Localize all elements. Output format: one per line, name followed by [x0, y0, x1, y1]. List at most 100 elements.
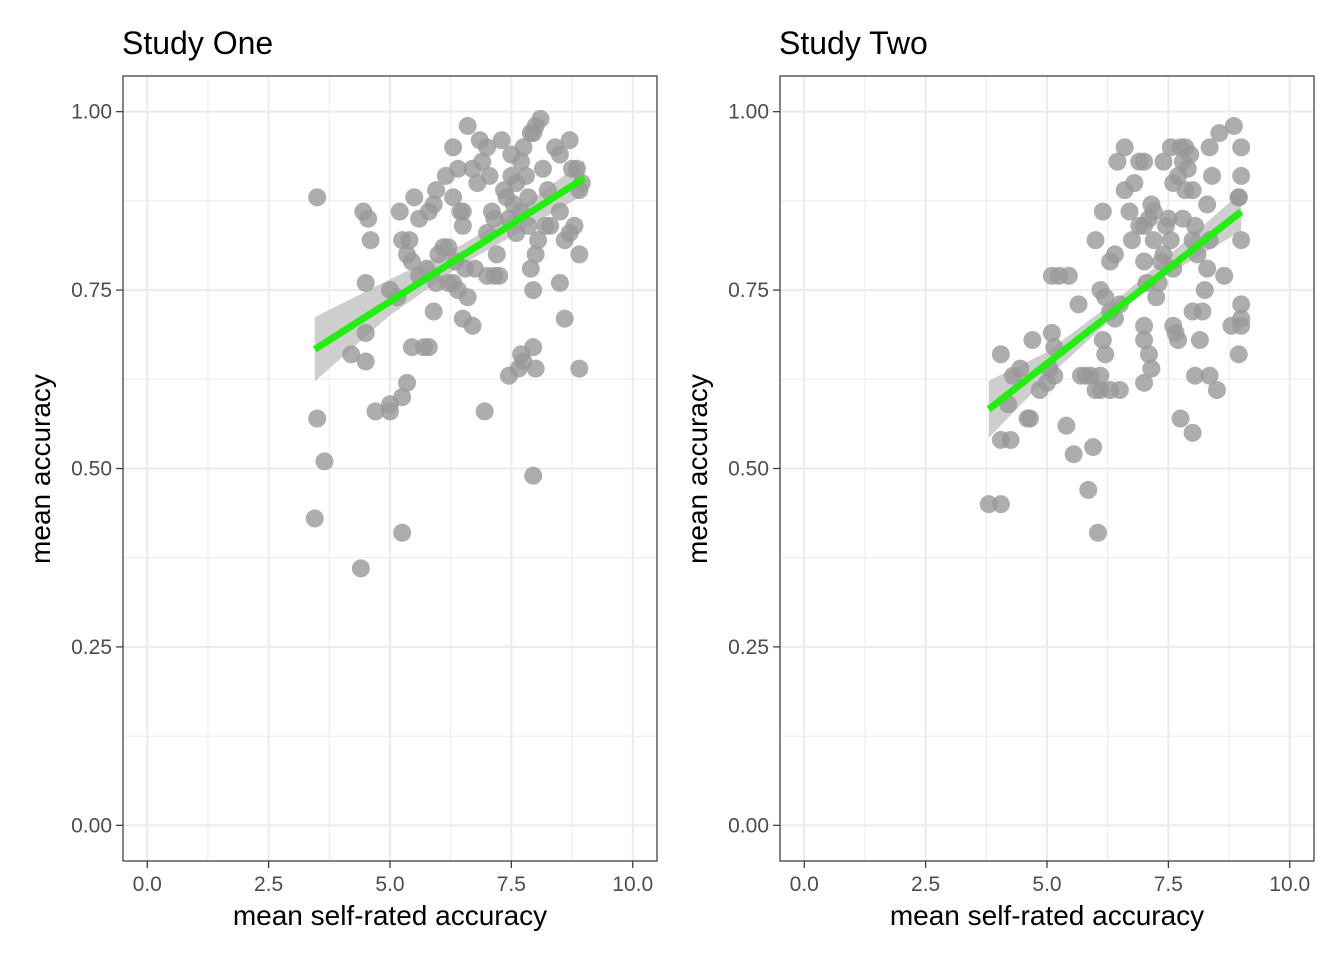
- data-point: [1135, 373, 1154, 392]
- data-point: [1154, 245, 1173, 264]
- x-tick-label: 10.0: [1269, 873, 1310, 896]
- data-point: [1023, 331, 1042, 350]
- data-point: [991, 495, 1010, 514]
- data-point: [519, 188, 538, 207]
- data-point: [1135, 316, 1154, 335]
- data-point: [453, 202, 472, 221]
- data-point: [402, 252, 421, 271]
- data-point: [1096, 288, 1115, 307]
- data-point: [533, 159, 552, 178]
- data-point: [1232, 138, 1251, 157]
- data-point: [550, 145, 569, 164]
- data-point: [308, 409, 327, 428]
- x-axis-title: mean self-rated accuracy: [233, 900, 547, 931]
- data-point: [492, 131, 511, 150]
- data-point: [521, 259, 540, 278]
- data-point: [1232, 231, 1251, 250]
- y-tick-label: 0.00: [728, 814, 769, 837]
- data-point: [1120, 202, 1139, 221]
- data-point: [1110, 381, 1129, 399]
- y-axis-ticks: 0.00 0.25 0.50 0.75 1.00: [71, 101, 123, 837]
- x-axis-title: mean self-rated accuracy: [890, 900, 1204, 931]
- data-point: [567, 159, 586, 178]
- data-point: [499, 366, 518, 385]
- data-point: [1135, 331, 1154, 350]
- data-point: [356, 323, 375, 342]
- data-point: [361, 231, 380, 250]
- data-point: [405, 188, 424, 207]
- data-point: [1147, 288, 1166, 307]
- y-tick-label: 0.75: [71, 279, 112, 302]
- data-point: [1057, 416, 1076, 435]
- points-layer: [979, 116, 1251, 542]
- data-point: [1142, 359, 1161, 378]
- x-tick-label: 0.0: [133, 873, 162, 896]
- data-point: [1195, 281, 1214, 300]
- x-axis-ticks: 0.0 2.5 5.0 7.5 10.0: [790, 861, 1310, 896]
- data-point: [1042, 323, 1061, 342]
- data-point: [1091, 366, 1110, 385]
- data-point: [1232, 295, 1251, 314]
- data-point: [366, 402, 385, 421]
- data-point: [1135, 152, 1154, 171]
- data-point: [1190, 331, 1209, 350]
- x-axis-ticks: 0.0 2.5 5.0 7.5 10.0: [133, 861, 653, 896]
- data-point: [419, 338, 438, 357]
- x-tick-label: 0.0: [790, 873, 819, 896]
- data-point: [448, 281, 467, 300]
- y-axis-title: mean accuracy: [682, 374, 713, 564]
- x-tick-label: 2.5: [254, 873, 283, 896]
- data-point: [1001, 430, 1020, 449]
- data-point: [1084, 438, 1103, 457]
- data-point: [1139, 345, 1158, 364]
- data-point: [485, 209, 504, 228]
- data-point: [512, 152, 531, 171]
- regression-line: [312, 175, 587, 353]
- data-point: [550, 202, 569, 221]
- y-tick-label: 1.00: [728, 101, 769, 124]
- y-tick-label: 0.25: [728, 636, 769, 659]
- data-point: [427, 181, 446, 200]
- data-point: [1198, 195, 1217, 214]
- chart-title: Study Two: [779, 25, 928, 61]
- data-point: [1171, 409, 1190, 428]
- data-point: [1108, 152, 1127, 171]
- data-point: [478, 138, 497, 157]
- y-axis-title: mean accuracy: [25, 374, 56, 564]
- data-point: [1232, 316, 1251, 335]
- data-point: [529, 231, 548, 250]
- data-point: [356, 352, 375, 371]
- data-point: [1200, 366, 1219, 385]
- data-point: [1115, 138, 1134, 157]
- grid-major: [780, 76, 1314, 861]
- data-point: [1079, 480, 1098, 499]
- data-point: [1045, 366, 1064, 385]
- data-point: [1086, 231, 1105, 250]
- data-point: [444, 138, 463, 157]
- data-point: [465, 259, 484, 278]
- data-point: [1166, 323, 1185, 342]
- data-point: [308, 188, 327, 207]
- data-point: [393, 523, 412, 542]
- data-point: [1161, 231, 1180, 250]
- data-point: [570, 245, 589, 264]
- data-point: [555, 309, 574, 328]
- data-point: [1176, 138, 1195, 157]
- data-point: [1200, 138, 1219, 157]
- panel-study-two: 0.00 0.25 0.50 0.75 1.00 0.0 2.5 5.0 7.5 10.0 St…: [657, 0, 1329, 960]
- grid-major: [123, 76, 657, 861]
- data-point: [526, 359, 545, 378]
- data-point: [1224, 116, 1243, 135]
- data-point: [1186, 366, 1205, 385]
- data-point: [1207, 381, 1226, 399]
- data-point: [1064, 445, 1083, 464]
- data-point: [475, 402, 494, 421]
- data-point: [1093, 202, 1112, 221]
- x-tick-label: 5.0: [1032, 873, 1061, 896]
- y-tick-label: 1.00: [71, 101, 112, 124]
- data-point: [541, 216, 560, 235]
- data-point: [463, 316, 482, 335]
- data-point: [1105, 245, 1124, 264]
- chart-title: Study One: [122, 25, 273, 61]
- data-point: [400, 231, 419, 250]
